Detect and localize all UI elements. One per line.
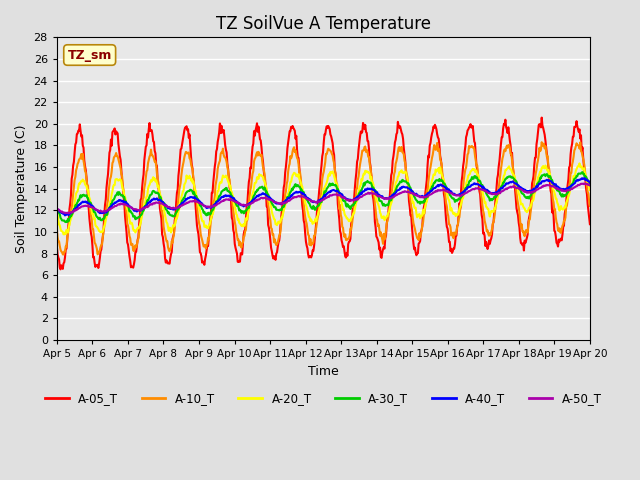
X-axis label: Time: Time <box>308 365 339 378</box>
Legend: A-05_T, A-10_T, A-20_T, A-30_T, A-40_T, A-50_T: A-05_T, A-10_T, A-20_T, A-30_T, A-40_T, … <box>40 387 607 410</box>
Y-axis label: Soil Temperature (C): Soil Temperature (C) <box>15 124 28 253</box>
Text: TZ_sm: TZ_sm <box>67 48 112 61</box>
Title: TZ SoilVue A Temperature: TZ SoilVue A Temperature <box>216 15 431 33</box>
